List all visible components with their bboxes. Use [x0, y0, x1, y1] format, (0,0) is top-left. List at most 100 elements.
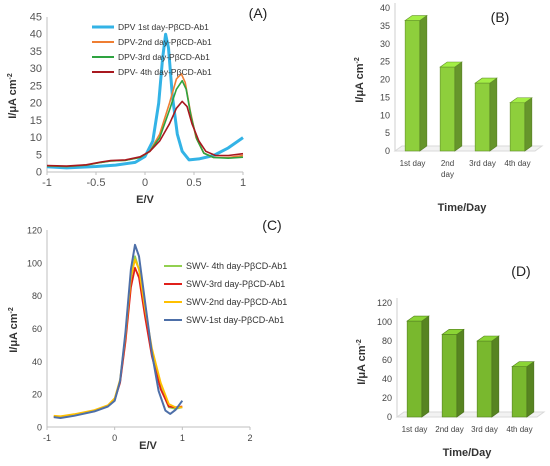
y-tick-label: 35: [380, 21, 390, 31]
bar-side: [421, 315, 430, 418]
y-tick-label: 10: [30, 132, 42, 144]
y-tick-label: 80: [32, 291, 42, 301]
x-tick-label: -0.5: [87, 177, 106, 189]
bar-2: [439, 61, 463, 152]
bar-front: [404, 20, 421, 152]
y-tick-label: 30: [380, 39, 390, 49]
y-axis-label: I/μA cm-2: [354, 57, 366, 103]
y-tick-label: 20: [32, 390, 42, 400]
legend: SWV- 4th day-PβCD-Ab1 SWV-3rd day-PβCD-Ab…: [164, 261, 287, 325]
y-tick-label: 5: [36, 149, 42, 161]
bar-top: [509, 97, 533, 104]
bar-top: [474, 77, 498, 84]
y-tick-label: 20: [380, 75, 390, 85]
y-tick-label: 45: [30, 12, 42, 24]
bar-side: [454, 61, 463, 152]
bar-side: [419, 14, 428, 152]
x-tick-label: 1st day: [400, 159, 426, 168]
y-tick-label: 25: [380, 57, 390, 67]
series-line-1: [46, 32, 244, 170]
x-tick-label: 1st day: [402, 425, 428, 434]
y-tick-label: 0: [36, 167, 42, 179]
x-axis-label: Time/Day: [443, 447, 493, 459]
x-tick-label: 1: [180, 433, 185, 443]
panel-label: (D): [511, 263, 530, 279]
legend-label: DPV-3rd day-PβCD-Ab1: [118, 52, 210, 62]
bar-front: [406, 320, 423, 418]
x-tick-label: 3rd day: [471, 425, 498, 434]
x-tick-label: 0: [142, 177, 148, 189]
panel-label: (B): [491, 9, 510, 25]
y-tick-label: 0: [387, 412, 392, 422]
bar-top: [441, 329, 465, 335]
x-axis-label: E/V: [136, 194, 154, 206]
y-tick-label: 20: [30, 98, 42, 110]
y-tick-label: 40: [380, 3, 390, 13]
y-axis-label: I/μA cm-2: [8, 307, 20, 353]
bar-3: [476, 335, 500, 418]
chart-A: 0 5 10 15 20 25 30 35 40 45 -1 -0.5 0 0.5 1 DPV 1st day…: [7, 5, 267, 206]
x-tick-label: 0.5: [186, 177, 201, 189]
bar-top: [476, 335, 500, 342]
series-line-2: [46, 73, 244, 168]
chart-B: 0 5 10 15 20 25 30 35 40 1st day 2nd day 3rd day 4th …: [354, 3, 544, 214]
bar-2: [441, 328, 465, 418]
y-tick-label: 120: [377, 298, 392, 308]
legend-label: SWV-3rd day-PβCD-Ab1: [186, 279, 285, 289]
x-tick-label: 1: [240, 177, 246, 189]
y-tick-label: 40: [32, 357, 42, 367]
y-tick-label: 100: [27, 258, 42, 268]
series-line-2: [53, 266, 183, 418]
x-tick-label: -1: [42, 177, 52, 189]
y-tick-label: 25: [30, 80, 42, 92]
bar-side: [491, 335, 500, 418]
bar-1: [406, 315, 430, 418]
x-tick-label: -1: [43, 433, 51, 443]
y-tick-label: 0: [37, 423, 42, 433]
bar-1: [404, 14, 428, 152]
chart-D: 0 20 40 60 80 100 120 1st day 2nd day 3rd day 4th …: [356, 263, 546, 459]
x-axis-label: E/V: [139, 440, 157, 452]
legend-label: SWV-2nd day-PβCD-Ab1: [186, 297, 287, 307]
panel-label: (C): [262, 217, 281, 233]
bar-top: [439, 61, 463, 68]
x-tick-label: 4th day: [506, 425, 532, 434]
x-tick-label: 0: [112, 433, 117, 443]
legend: DPV 1st day-PβCD-Ab1 DPV-2nd day-PβCD-Ab1…: [92, 22, 212, 77]
bar-4: [509, 97, 533, 152]
x-tick-label: 3rd day: [469, 159, 496, 168]
x-tick-label: 2: [247, 433, 252, 443]
bar-front: [441, 334, 458, 418]
legend-label: SWV- 4th day-PβCD-Ab1: [186, 261, 287, 271]
y-tick-label: 100: [377, 317, 392, 327]
bar-front: [511, 366, 528, 418]
legend-label: DPV- 4th day-PβCD-Ab1: [118, 67, 212, 77]
bar-top: [406, 315, 430, 322]
bar-front: [509, 102, 526, 152]
series-line-4: [53, 243, 184, 419]
panel-label: (A): [249, 5, 268, 21]
x-tick-label: 2nd day: [435, 425, 463, 434]
bar-front: [439, 66, 456, 152]
y-tick-label: 15: [30, 115, 42, 127]
y-tick-label: 60: [32, 324, 42, 334]
y-tick-label: 40: [382, 374, 392, 384]
y-axis-label: I/μA cm-2: [7, 73, 19, 119]
y-tick-label: 40: [30, 29, 42, 41]
y-tick-label: 20: [382, 393, 392, 403]
legend-label: SWV-1st day-PβCD-Ab1: [186, 315, 284, 325]
bar-side: [526, 361, 535, 418]
y-tick-label: 80: [382, 336, 392, 346]
bar-3: [474, 77, 498, 152]
x-tick-label: 2nd day: [441, 159, 454, 179]
legend-label: DPV-2nd day-PβCD-Ab1: [118, 37, 212, 47]
y-tick-label: 0: [385, 146, 390, 156]
bar-side: [489, 77, 498, 152]
bar-side: [456, 328, 465, 418]
bar-side: [524, 97, 533, 152]
x-axis-label: Time/Day: [438, 202, 488, 214]
y-axis-label: I/μA cm-2: [356, 339, 368, 385]
series-line-4: [46, 100, 244, 167]
y-tick-label: 120: [27, 226, 42, 236]
